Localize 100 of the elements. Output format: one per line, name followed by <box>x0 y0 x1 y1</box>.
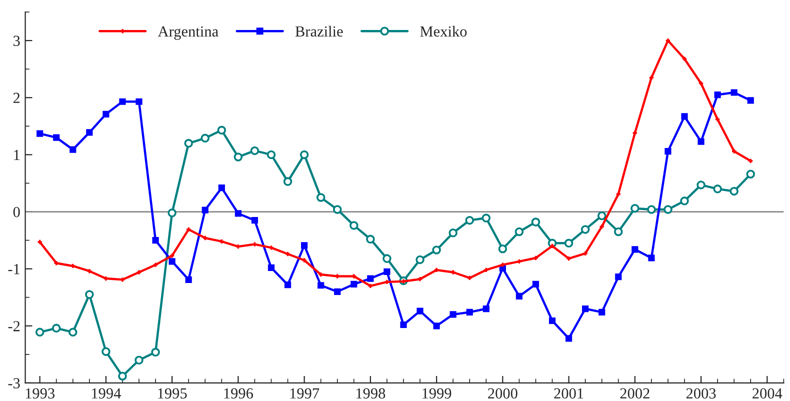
point <box>52 324 61 333</box>
point <box>86 129 93 136</box>
point <box>647 205 656 214</box>
point <box>730 89 738 96</box>
point <box>448 228 458 238</box>
legend-label: Brazilie <box>295 26 343 37</box>
point <box>400 321 407 328</box>
point <box>168 258 176 265</box>
point <box>185 276 192 283</box>
point <box>283 177 292 186</box>
point <box>548 317 556 324</box>
point <box>516 292 522 300</box>
point <box>432 246 441 254</box>
point <box>202 206 208 214</box>
point <box>664 205 672 214</box>
point <box>580 225 590 234</box>
point <box>266 150 276 160</box>
point <box>316 193 326 202</box>
point <box>251 217 258 224</box>
point <box>598 308 606 316</box>
point <box>119 98 126 105</box>
point <box>433 322 440 330</box>
point <box>53 134 60 141</box>
point <box>102 347 110 356</box>
point <box>268 264 275 271</box>
point <box>151 348 160 357</box>
point <box>565 335 572 342</box>
point <box>416 255 424 264</box>
point <box>366 234 375 244</box>
x-tick-label: 1995 <box>158 388 187 399</box>
point <box>382 254 392 263</box>
y-tick-label: 1 <box>14 150 20 160</box>
point <box>532 280 540 288</box>
point <box>250 146 260 156</box>
point <box>713 184 722 194</box>
point <box>747 97 754 104</box>
point <box>466 308 473 316</box>
point <box>681 113 688 120</box>
x-tick-label: 2000 <box>488 388 518 399</box>
point <box>70 146 76 153</box>
x-tick-label: 1996 <box>224 388 254 399</box>
y-tick-label: -1 <box>8 264 20 274</box>
x-tick-label: 2002 <box>620 388 650 399</box>
x-tick-label: 2003 <box>686 388 716 399</box>
point <box>217 126 226 135</box>
point <box>300 150 309 160</box>
point <box>350 280 358 288</box>
y-tick-label: 2 <box>13 92 20 103</box>
point <box>218 184 225 192</box>
point <box>514 227 524 236</box>
point <box>632 246 638 253</box>
point <box>696 180 706 190</box>
point <box>334 288 341 295</box>
legend-label: Mexiko <box>420 26 467 37</box>
point <box>184 138 193 148</box>
x-tick-label: 1994 <box>92 388 121 399</box>
point <box>234 210 242 217</box>
point <box>630 204 640 213</box>
point <box>680 196 689 206</box>
point <box>318 282 324 289</box>
point <box>350 221 358 230</box>
point <box>68 328 78 337</box>
point <box>614 227 623 236</box>
y-tick-label: -2 <box>8 321 20 332</box>
point <box>332 205 342 214</box>
x-tick-label: 1997 <box>290 388 320 399</box>
point <box>582 305 589 312</box>
point <box>450 311 456 318</box>
y-tick-label: 0 <box>13 206 20 218</box>
x-tick-label: 1999 <box>422 388 452 399</box>
x-tick-label: 2004 <box>752 388 782 399</box>
point <box>234 152 243 162</box>
point <box>35 328 44 337</box>
point <box>597 211 606 220</box>
x-tick-label: 2001 <box>554 388 584 399</box>
point <box>367 275 374 282</box>
point <box>416 308 424 314</box>
point <box>102 110 110 118</box>
point <box>615 274 622 280</box>
x-tick-label: 1993 <box>26 388 55 399</box>
point <box>85 290 94 299</box>
point <box>664 148 672 155</box>
y-tick-label: 3 <box>14 36 20 46</box>
point <box>168 208 176 218</box>
point <box>730 186 738 196</box>
legend-label: Argentina <box>158 26 218 40</box>
x-tick-label: 1998 <box>356 388 386 399</box>
point <box>531 218 540 226</box>
point <box>284 282 292 288</box>
point <box>698 138 704 145</box>
point <box>482 214 491 222</box>
point <box>36 130 44 137</box>
y-tick-label: -3 <box>8 378 20 388</box>
point <box>746 170 755 178</box>
point <box>118 372 127 380</box>
point <box>152 236 159 244</box>
point <box>482 305 490 312</box>
point <box>136 98 142 105</box>
point <box>498 244 508 254</box>
point <box>564 238 574 248</box>
